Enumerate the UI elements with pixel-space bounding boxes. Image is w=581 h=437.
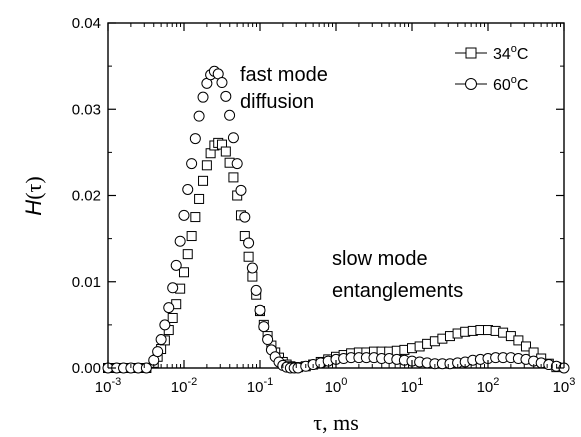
x-tick-label-base: 10	[325, 379, 342, 396]
data-point-square	[513, 335, 524, 346]
data-point-circle	[216, 77, 228, 89]
legend-label-34c-deg: o	[511, 43, 517, 55]
annotation-fast-mode-line2: diffusion	[240, 91, 314, 113]
data-point-circle	[155, 334, 167, 346]
annotation-slow-mode-line2: entanglements	[332, 280, 463, 302]
data-point-circle	[262, 334, 274, 346]
data-point-circle	[235, 184, 247, 196]
data-point-circle	[197, 91, 209, 103]
x-tick-label-exp: 1	[417, 376, 423, 388]
legend-square-marker	[465, 47, 477, 59]
legend-label-34c-num: 34	[493, 46, 511, 63]
data-point-circle	[178, 209, 190, 221]
legend-entry-60c: 60oC	[455, 74, 528, 94]
legend-circle-marker	[465, 78, 477, 90]
x-tick-label-exp: -2	[187, 376, 197, 388]
x-tick-label-base: 10	[477, 379, 494, 396]
data-point-circle	[159, 319, 171, 331]
data-point-circle	[243, 237, 255, 249]
annotation-slow-mode-line1: slow mode	[332, 248, 428, 270]
ticks-layer: 10-3 10-2 10-1 100 101 102 1030.000.010.020.03…	[72, 15, 576, 396]
x-tick-label: 10-2	[171, 376, 197, 396]
data-point-circle	[167, 282, 179, 294]
data-point-square	[220, 146, 231, 157]
legend-label-60c-unit: C	[517, 77, 529, 94]
data-point-circle	[231, 158, 243, 170]
y-tick-label: 0.02	[72, 188, 101, 205]
data-point-circle	[186, 158, 198, 170]
x-tick-label: 100	[325, 376, 348, 396]
legend-label-34c-unit: C	[517, 46, 529, 63]
data-point-circle	[170, 259, 182, 271]
x-tick-label: 10-1	[247, 376, 273, 396]
series-layer	[102, 65, 570, 374]
legend-label-60c-num: 60	[493, 77, 511, 94]
data-point-square	[179, 267, 189, 278]
data-point-square	[201, 160, 212, 171]
x-tick-label-base: 10	[401, 379, 418, 396]
annotation-fast-mode-line1: fast mode	[240, 64, 328, 86]
x-axis-label: τ, ms	[313, 410, 359, 435]
plot-area: 10-3 10-2 10-1 100 101 102 1030.000.010.020.03…	[72, 15, 576, 396]
data-point-square	[182, 249, 193, 260]
data-point-square	[194, 193, 205, 204]
x-tick-label-base: 10	[95, 379, 112, 396]
data-point-circle	[152, 346, 164, 358]
data-point-circle	[163, 302, 175, 314]
x-tick-label: 102	[477, 376, 500, 396]
y-axis-label-italic: H	[21, 200, 46, 216]
data-point-circle	[220, 90, 232, 102]
data-point-circle	[250, 284, 262, 296]
x-tick-label-exp: 0	[341, 376, 347, 388]
data-point-square	[520, 341, 531, 352]
x-tick-label: 10-3	[95, 376, 121, 396]
x-tick-label-base: 10	[171, 379, 188, 396]
data-point-circle	[224, 109, 236, 121]
data-point-circle	[254, 304, 266, 316]
y-tick-label: 0.00	[72, 360, 101, 377]
x-tick-label-base: 10	[247, 379, 264, 396]
data-point-circle	[182, 183, 194, 195]
x-tick-label-base: 10	[553, 379, 570, 396]
data-point-circle	[239, 211, 251, 223]
x-tick-label: 101	[401, 376, 424, 396]
data-point-square	[243, 251, 254, 262]
x-tick-label-exp: -3	[111, 376, 121, 388]
data-point-circle	[258, 321, 270, 333]
y-axis-label: H(τ)	[21, 176, 46, 215]
annotation-fast-mode: fast mode diffusion	[240, 64, 328, 113]
x-tick-label-exp: -1	[263, 376, 273, 388]
data-point-circle	[193, 110, 205, 122]
y-axis-label-rest: (τ)	[21, 176, 46, 200]
legend-label-60c-deg: o	[511, 74, 517, 86]
y-tick-label: 0.04	[72, 15, 101, 32]
data-point-circle	[227, 132, 239, 144]
data-point-circle	[140, 362, 152, 374]
data-point-square	[198, 175, 209, 186]
data-point-circle	[174, 235, 186, 247]
annotation-slow-mode: slow mode entanglements	[332, 248, 463, 302]
legend-entry-34c: 34oC	[455, 43, 528, 63]
data-point-square	[167, 312, 178, 323]
y-tick-label: 0.03	[72, 101, 101, 118]
x-tick-label-exp: 3	[569, 376, 575, 388]
data-point-square	[190, 212, 201, 223]
legend-label-34c: 34oC	[493, 43, 528, 63]
legend-label-60c: 60oC	[493, 74, 528, 94]
x-tick-label-exp: 2	[493, 376, 499, 388]
x-tick-label: 103	[553, 376, 576, 396]
legend: 34oC 60oC	[455, 43, 528, 94]
data-point-square	[186, 231, 197, 242]
data-point-square	[228, 172, 239, 183]
data-point-circle	[189, 133, 201, 145]
y-tick-label: 0.01	[72, 274, 101, 291]
data-point-circle	[246, 262, 258, 274]
